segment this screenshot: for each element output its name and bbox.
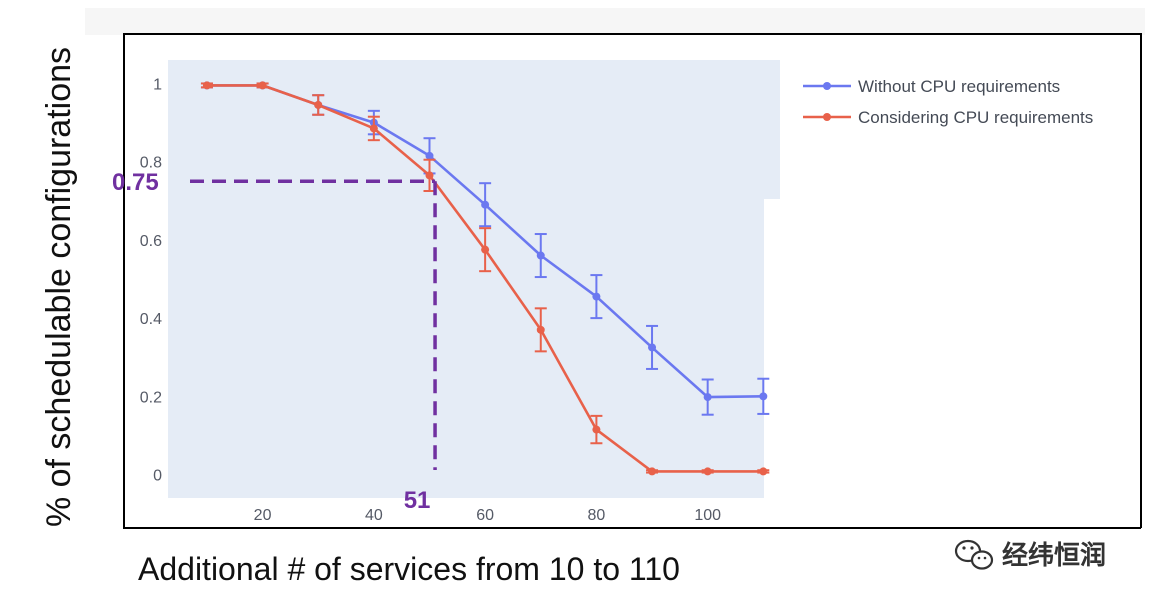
x-axis-title: Additional # of services from 10 to 110 <box>138 551 680 587</box>
data-point <box>703 393 712 402</box>
data-point <box>703 467 712 476</box>
x-tick-label: 80 <box>588 507 606 524</box>
y-tick-label: 0.4 <box>140 311 162 328</box>
y-tick-label: 1 <box>153 76 162 93</box>
legend-label-without-cpu: Without CPU requirements <box>858 77 1060 96</box>
annotation-layer: 0.75 51 <box>112 169 437 514</box>
data-point <box>648 467 657 476</box>
data-point <box>258 81 267 90</box>
wechat-icon <box>954 539 994 570</box>
data-point <box>592 425 601 434</box>
data-point <box>536 325 545 334</box>
background-band <box>85 8 1145 35</box>
watermark: 经纬恒润 <box>954 539 1106 571</box>
data-point <box>202 81 211 90</box>
data-point <box>648 343 657 352</box>
watermark-text: 经纬恒润 <box>1002 540 1106 571</box>
x-tick-label: 60 <box>476 507 494 524</box>
y-axis-title: % of schedulable configurations <box>40 47 78 527</box>
data-point <box>536 251 545 260</box>
plot-area <box>168 60 780 498</box>
legend-marker-considering-cpu <box>823 113 831 121</box>
data-point <box>481 200 490 209</box>
y-tick-label: 0 <box>153 468 162 485</box>
y-axis-ticks: 0 0.2 0.4 0.6 0.8 1 <box>140 76 162 484</box>
x-tick-label: 20 <box>254 507 272 524</box>
data-point <box>481 245 490 254</box>
data-point <box>759 467 768 476</box>
x-tick-label: 100 <box>694 507 721 524</box>
data-point <box>369 124 378 133</box>
overlay-block <box>764 199 1144 530</box>
legend: Without CPU requirements Considering CPU… <box>803 77 1093 127</box>
data-point <box>759 392 768 401</box>
x-axis-ticks: 20 40 60 80 100 <box>254 507 721 524</box>
legend-marker-without-cpu <box>823 82 831 90</box>
annotation-label-y: 0.75 <box>112 169 159 196</box>
data-point <box>425 151 434 160</box>
y-tick-label: 0.8 <box>140 155 162 172</box>
x-tick-label: 40 <box>365 507 383 524</box>
data-point <box>314 100 323 109</box>
series-considering-cpu <box>200 81 770 476</box>
annotation-label-x: 51 <box>404 487 431 514</box>
y-tick-label: 0.6 <box>140 233 162 250</box>
legend-label-considering-cpu: Considering CPU requirements <box>858 108 1093 127</box>
data-point <box>425 171 434 180</box>
y-tick-label: 0.2 <box>140 389 162 406</box>
data-point <box>592 292 601 301</box>
series-layer <box>200 81 770 476</box>
